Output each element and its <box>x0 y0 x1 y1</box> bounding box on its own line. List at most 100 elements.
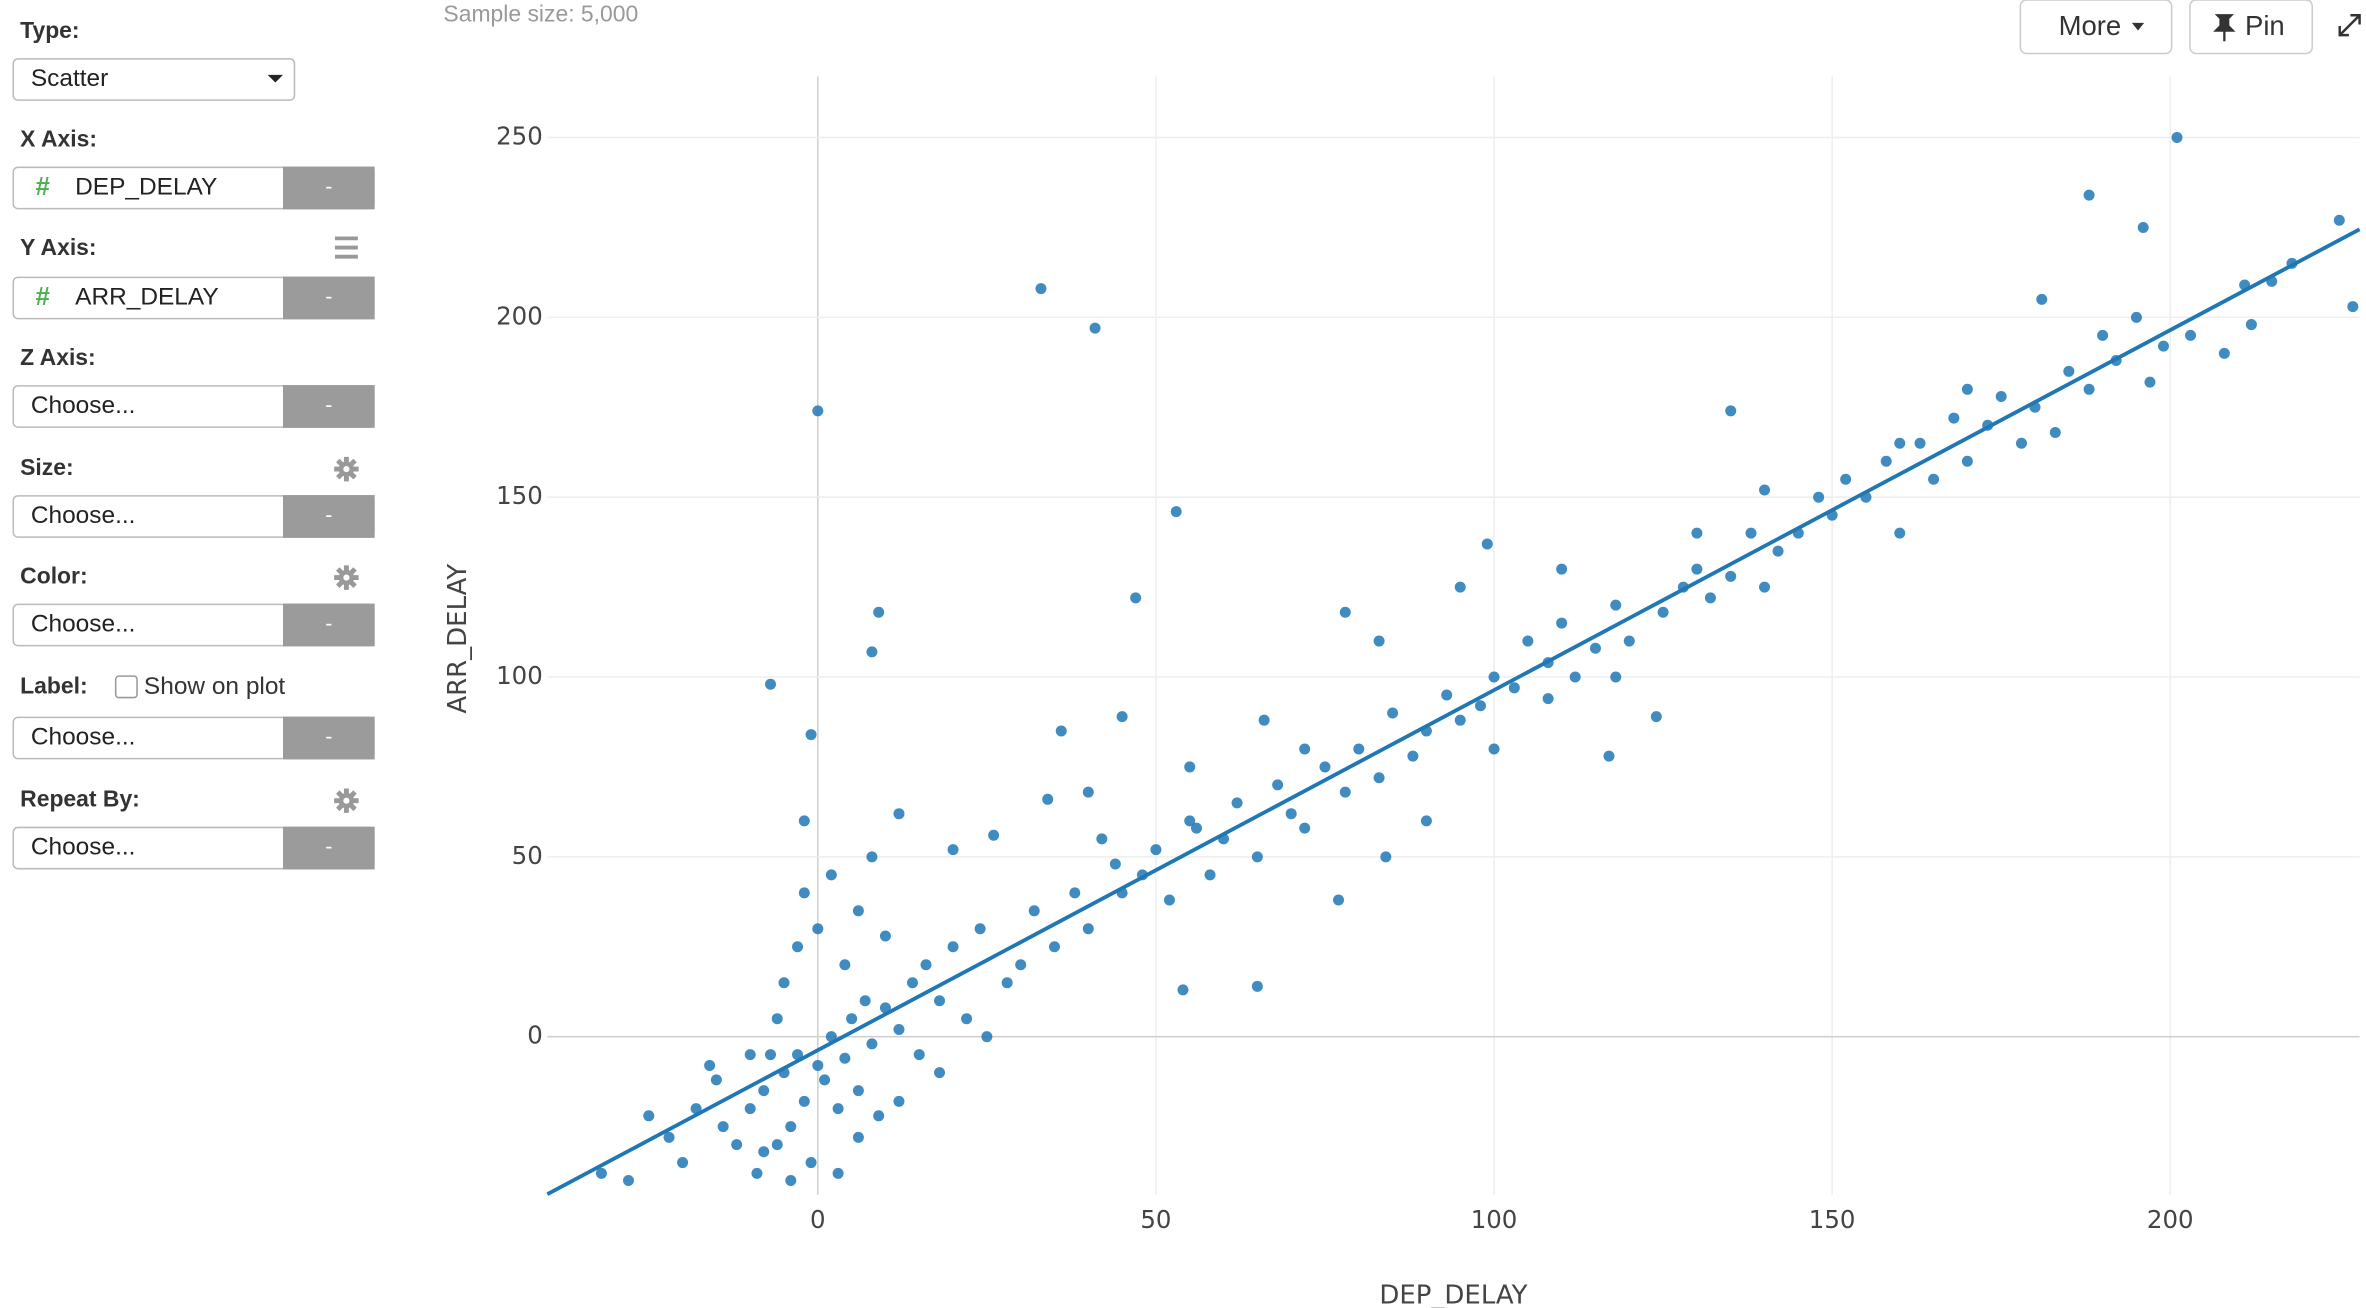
point <box>1339 786 1351 798</box>
field-value[interactable]: Choose... <box>31 834 136 861</box>
remove-button[interactable] <box>282 495 375 538</box>
checkbox[interactable] <box>114 675 138 699</box>
point <box>1475 700 1487 712</box>
point <box>1725 405 1737 417</box>
point <box>1015 959 1027 971</box>
point <box>663 1131 675 1143</box>
field-value[interactable]: Choose... <box>31 392 136 419</box>
point <box>1948 412 1960 424</box>
remove-button[interactable] <box>282 716 375 760</box>
checkbox-label[interactable]: Show on plot <box>144 673 286 700</box>
point <box>1542 693 1554 705</box>
remove-button[interactable] <box>282 385 375 428</box>
point <box>2130 311 2142 323</box>
point <box>1028 905 1040 917</box>
remove-label[interactable]: - <box>325 835 332 859</box>
point <box>1109 858 1121 870</box>
more-label[interactable]: More <box>2059 10 2122 41</box>
point <box>859 995 871 1007</box>
point <box>852 1131 864 1143</box>
pin-button[interactable] <box>2189 0 2313 55</box>
point <box>2063 365 2075 377</box>
point <box>1603 750 1615 762</box>
point <box>1258 714 1270 726</box>
type-select[interactable] <box>12 58 296 101</box>
x-tick-label: 0 <box>810 1205 826 1234</box>
x-axis-title: DEP_DELAY <box>1379 1280 1527 1308</box>
point <box>1995 390 2007 402</box>
expand-icon[interactable] <box>2338 14 2361 37</box>
point <box>1048 941 1060 953</box>
point <box>1840 473 1852 485</box>
remove-label[interactable]: - <box>325 612 332 636</box>
point <box>934 1067 946 1079</box>
point <box>812 1059 824 1071</box>
point <box>920 959 932 971</box>
point <box>1407 750 1419 762</box>
y-tick-label: 0 <box>527 1021 543 1050</box>
field-label: Label: <box>20 673 87 699</box>
pin-label[interactable]: Pin <box>2245 10 2285 41</box>
y-axis-title: ARR_DELAY <box>443 564 473 714</box>
point <box>1055 725 1067 737</box>
remove-label[interactable]: - <box>325 725 332 749</box>
x-tick-label: 200 <box>2147 1205 2194 1234</box>
point <box>677 1157 689 1169</box>
more-button[interactable] <box>2019 0 2173 55</box>
point <box>1177 984 1189 996</box>
point <box>1116 711 1128 723</box>
point <box>595 1167 607 1179</box>
remove-button[interactable] <box>282 826 375 870</box>
point <box>1285 808 1297 820</box>
point <box>710 1074 722 1086</box>
point <box>893 808 905 820</box>
remove-button[interactable] <box>282 603 375 647</box>
remove-label[interactable]: - <box>325 285 332 309</box>
field-value[interactable]: Choose... <box>31 723 136 750</box>
point <box>873 606 885 618</box>
remove-button[interactable] <box>282 276 375 320</box>
field-label: X Axis: <box>20 126 97 152</box>
remove-label[interactable]: - <box>325 393 332 417</box>
gear-hole <box>343 797 350 804</box>
point <box>1373 635 1385 647</box>
gear-spokes[interactable] <box>334 565 359 590</box>
field-value[interactable]: DEP_DELAY <box>75 173 217 200</box>
point <box>805 1157 817 1169</box>
point <box>1556 617 1568 629</box>
point <box>1130 592 1142 604</box>
point <box>947 844 959 856</box>
point <box>771 1013 783 1025</box>
remove-label[interactable]: - <box>325 503 332 527</box>
point <box>704 1059 716 1071</box>
point <box>1441 689 1453 701</box>
y-tick-label: 250 <box>496 122 543 151</box>
point <box>852 1085 864 1097</box>
point <box>1961 383 1973 395</box>
point <box>792 941 804 953</box>
remove-label[interactable]: - <box>325 175 332 199</box>
point <box>1691 527 1703 539</box>
point <box>846 1013 858 1025</box>
remove-button[interactable] <box>282 166 375 210</box>
gear-spokes[interactable] <box>334 456 359 482</box>
field-label: Z Axis: <box>20 344 96 370</box>
point <box>1191 822 1203 834</box>
point <box>866 1038 878 1050</box>
point <box>1759 581 1771 593</box>
type-value[interactable]: Scatter <box>31 65 108 92</box>
point <box>2097 329 2109 341</box>
field-value[interactable]: ARR_DELAY <box>75 283 219 310</box>
point <box>778 977 790 989</box>
field-value[interactable]: Choose... <box>31 610 136 637</box>
point <box>1759 484 1771 496</box>
point <box>1035 283 1047 295</box>
point <box>1163 894 1175 906</box>
gear-spokes[interactable] <box>334 788 359 813</box>
point <box>2144 376 2156 388</box>
field-value[interactable]: Choose... <box>31 502 136 529</box>
point <box>622 1175 634 1187</box>
sample-size: Sample size: 5,000 <box>443 0 638 26</box>
point <box>1454 714 1466 726</box>
